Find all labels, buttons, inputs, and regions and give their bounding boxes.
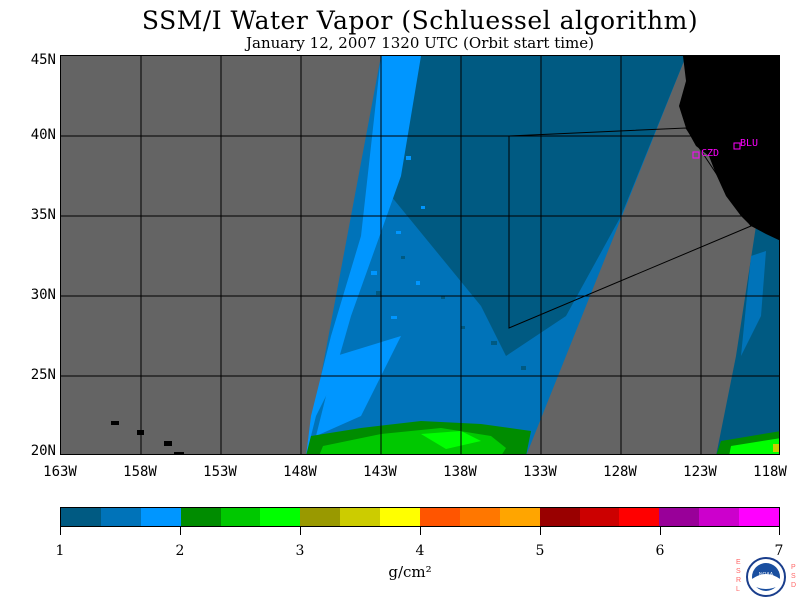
- colorbar-unit: g/cm²: [388, 563, 432, 581]
- colorbar-swatch: [499, 508, 540, 526]
- map-subtitle: January 12, 2007 1320 UTC (Orbit start t…: [246, 34, 594, 52]
- color-bar: [60, 507, 780, 527]
- colorbar-tick: [660, 527, 661, 535]
- colorbar-swatch: [100, 508, 141, 526]
- logo-text: NOAA: [759, 572, 774, 578]
- colorbar-label: 5: [535, 543, 545, 559]
- colorbar-label: 2: [175, 543, 185, 559]
- map-svg: CZD BLU: [61, 56, 779, 454]
- lat-label: 35N: [30, 207, 56, 223]
- colorbar-swatch: [699, 508, 740, 526]
- colorbar-tick: [540, 527, 541, 535]
- colorbar-swatch: [659, 508, 700, 526]
- colorbar-label: 1: [55, 543, 65, 559]
- colorbar-swatch: [739, 508, 780, 526]
- lon-label: 153W: [203, 464, 237, 480]
- grid: [61, 56, 779, 454]
- station-blu-marker: [733, 142, 741, 150]
- lon-label: 128W: [603, 464, 637, 480]
- map-title: SSM/I Water Vapor (Schluessel algorithm): [141, 6, 699, 35]
- colorbar-swatch: [61, 508, 101, 526]
- colorbar-label: 3: [295, 543, 305, 559]
- lat-label: 40N: [30, 127, 56, 143]
- colorbar-label: 7: [774, 543, 784, 559]
- colorbar-swatch: [220, 508, 261, 526]
- lon-label: 123W: [683, 464, 717, 480]
- right-swath: [716, 226, 779, 454]
- logo-letter-right: P: [791, 564, 796, 571]
- colorbar-tick: [60, 527, 61, 535]
- colorbar-label: 6: [655, 543, 665, 559]
- logo-letter-left: L: [736, 586, 740, 593]
- colorbar-swatch: [260, 508, 301, 526]
- lat-label: 45N: [30, 52, 56, 68]
- colorbar-swatch: [380, 508, 421, 526]
- lat-label: 20N: [30, 443, 56, 459]
- colorbar-tick: [300, 527, 301, 535]
- station-czd-marker: [692, 151, 700, 159]
- logo-letter-left: E: [736, 559, 741, 566]
- lon-label: 163W: [43, 464, 77, 480]
- colorbar-swatch: [420, 508, 460, 526]
- logo-letter-right: D: [791, 582, 796, 589]
- lon-label: 133W: [523, 464, 557, 480]
- colorbar-swatch: [539, 508, 580, 526]
- colorbar-swatch: [579, 508, 620, 526]
- colorbar-swatch: [619, 508, 660, 526]
- lat-label: 25N: [30, 367, 56, 383]
- lon-label: 158W: [123, 464, 157, 480]
- colorbar-tick: [180, 527, 181, 535]
- colorbar-swatch: [180, 508, 221, 526]
- colorbar-swatch: [459, 508, 500, 526]
- lon-label: 148W: [283, 464, 317, 480]
- logo-letter-left: R: [736, 577, 741, 584]
- noaa-logo: E S R L P S D NOAA: [736, 557, 796, 597]
- logo-letter-right: S: [791, 573, 796, 580]
- station-czd-label: CZD: [701, 148, 719, 159]
- study-region-outline: [508, 127, 752, 329]
- colorbar-label: 4: [415, 543, 425, 559]
- water-vapor-map: CZD BLU: [60, 55, 780, 455]
- main-swath: [306, 56, 686, 454]
- lon-label: 138W: [443, 464, 477, 480]
- colorbar-swatch: [340, 508, 381, 526]
- colorbar-tick: [420, 527, 421, 535]
- colorbar-swatch: [140, 508, 181, 526]
- station-markers: CZD BLU: [692, 138, 758, 159]
- lon-label: 143W: [363, 464, 397, 480]
- colorbar-tick: [779, 527, 780, 535]
- lon-label: 118W: [753, 464, 787, 480]
- logo-letter-left: S: [736, 568, 741, 575]
- colorbar-swatch: [300, 508, 341, 526]
- station-blu-label: BLU: [740, 138, 758, 149]
- lat-label: 30N: [30, 287, 56, 303]
